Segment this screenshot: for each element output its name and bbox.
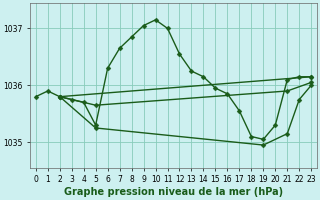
X-axis label: Graphe pression niveau de la mer (hPa): Graphe pression niveau de la mer (hPa) [64,187,283,197]
